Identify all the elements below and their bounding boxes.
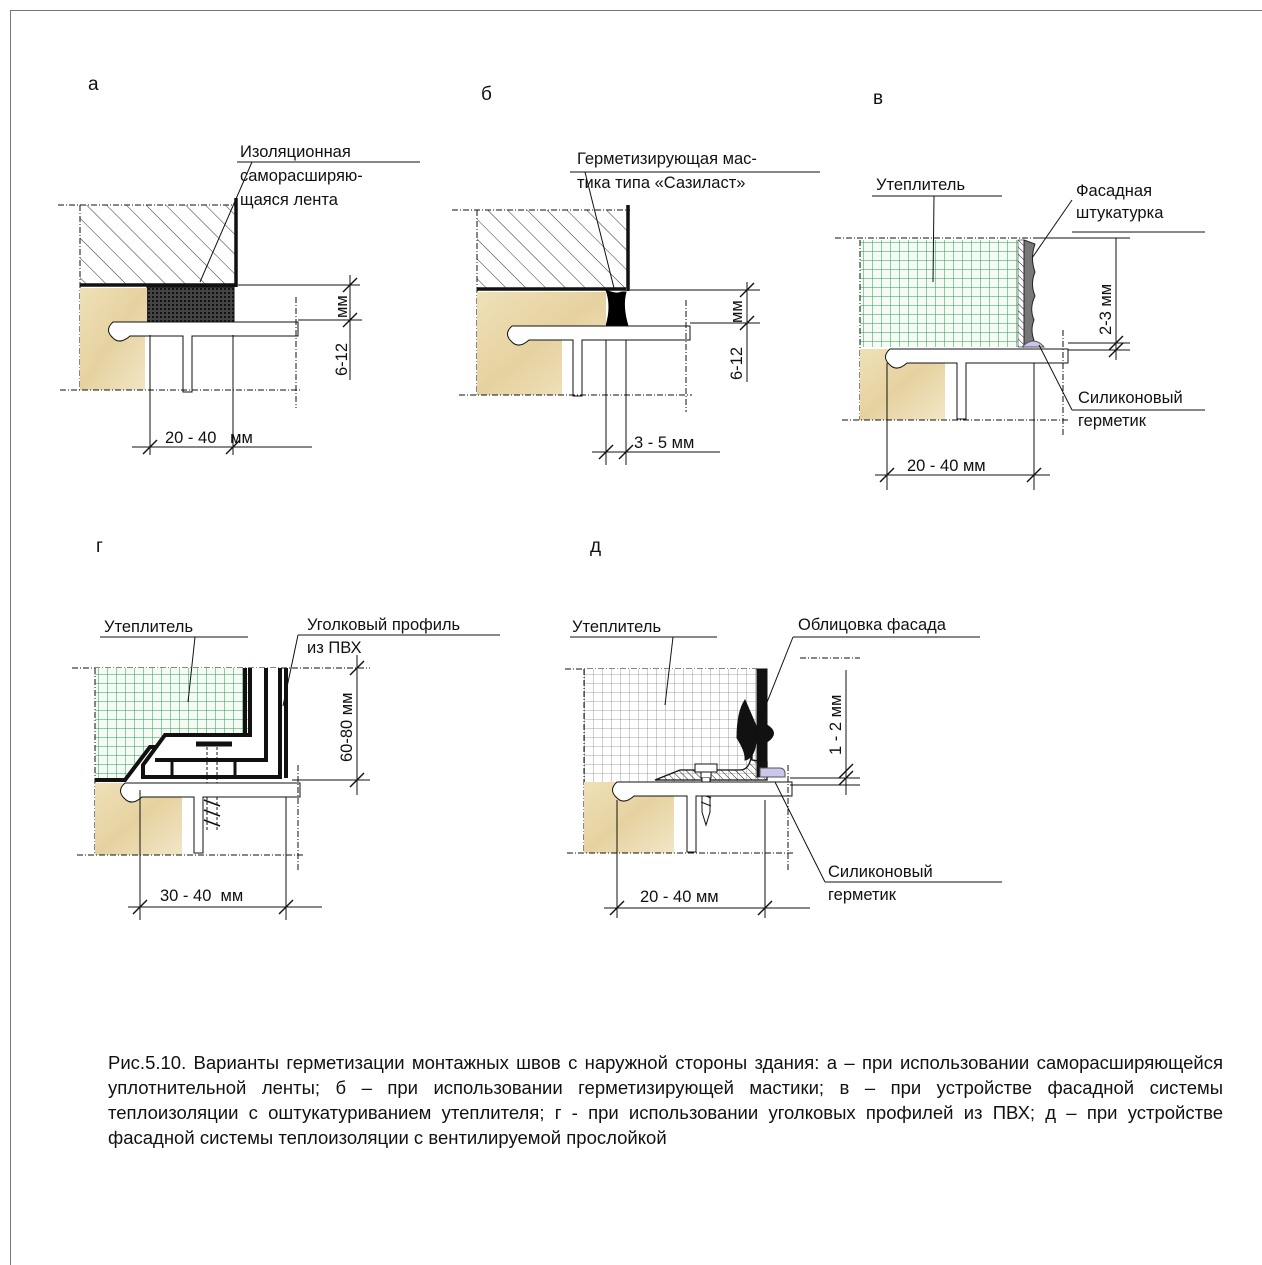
panel-d-dim-gap: 1 - 2 мм [827,695,845,755]
panel-v-insulation: Утеплитель [876,176,965,194]
panel-a-letter: а [88,74,99,95]
panel-b-label-1: Герметизирующая мас- [577,150,757,168]
panel-a-label-3: щаяся лента [240,191,339,209]
figure-caption: Рис.5.10. Варианты герметизации монтажны… [108,1052,1223,1148]
panel-b [452,171,820,465]
panel-g [72,634,500,920]
panel-v-plaster-1: Фасадная [1076,182,1152,200]
panel-v-letter: в [873,88,883,109]
panel-g-insulation: Утеплитель [104,618,193,636]
panel-v-sealant-2: герметик [1078,412,1147,430]
panel-b-dim-gap-unit: мм [728,300,746,323]
panel-b-dim-gap: 6-12 [728,347,746,380]
panel-v-sealant-1: Силиконовый [1078,389,1183,407]
panel-d-sealant-2: герметик [828,886,897,904]
panel-g-letter: г [96,536,103,557]
panel-d-cladding: Облицовка фасада [798,616,947,634]
panel-a-dim-gap: 6-12 [333,343,351,376]
panel-b-letter: б [481,84,492,105]
panel-a-label-2: саморасширяю- [240,167,363,185]
panel-d-insulation: Утеплитель [572,618,661,636]
panel-v-dim-gap: 2-3 мм [1097,284,1115,335]
panel-a-dim-gap-unit: мм [333,295,351,318]
page-frame [10,10,1262,1265]
panel-d-letter: д [590,536,601,557]
panel-g-profile-1: Уголковый профиль [307,616,460,634]
panel-b-label-2: тика типа «Сазиласт» [577,174,745,192]
panel-b-dim-width: 3 - 5 мм [634,434,694,452]
panel-a-dim-width: 20 - 40 мм [165,429,253,447]
panel-v-plaster-2: штукатурка [1076,204,1164,222]
panel-a [58,161,420,455]
labels: а Изоляционная саморасширяю- щаяся лента… [88,74,1183,906]
panel-a-label-1: Изоляционная [240,143,351,161]
panel-g-dim-gap: 60-80 мм [338,693,356,762]
panel-v-dim-width: 20 - 40 мм [907,457,986,475]
panel-d [565,636,1002,918]
panel-d-dim-width: 20 - 40 мм [640,888,719,906]
figure-drawing: а Изоляционная саморасширяю- щаяся лента… [58,74,1205,920]
panel-v [835,195,1205,490]
panel-g-profile-2: из ПВХ [307,639,362,657]
panel-d-sealant-1: Силиконовый [828,863,933,881]
panel-g-dim-width: 30 - 40 мм [160,887,243,905]
